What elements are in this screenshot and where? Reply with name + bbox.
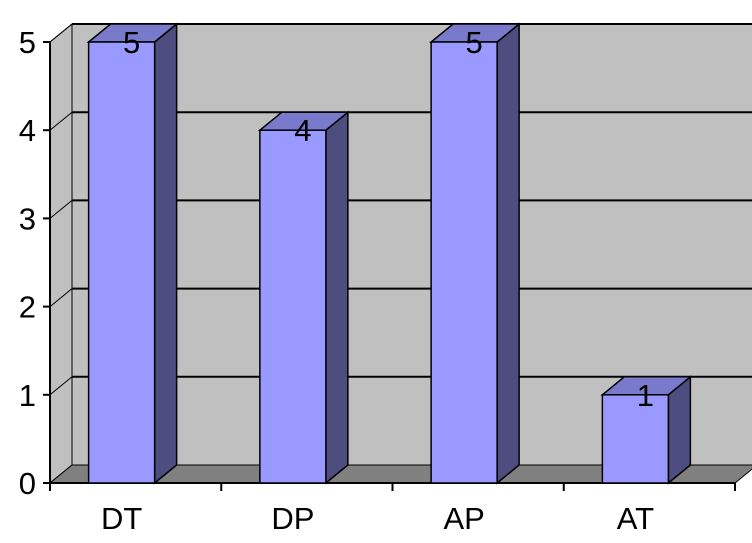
y-tick-label: 0 xyxy=(19,466,36,501)
bar xyxy=(430,41,498,484)
x-tick-label: DP xyxy=(271,501,314,536)
gridlines xyxy=(49,23,752,396)
gridline-side xyxy=(49,376,73,396)
gridline-side xyxy=(49,200,73,219)
y-tick-label: 3 xyxy=(19,201,36,236)
bar-ap xyxy=(429,22,522,485)
side-wall xyxy=(49,22,73,485)
bar-dt xyxy=(86,22,179,485)
bar xyxy=(601,394,670,484)
x-tick-label: DT xyxy=(101,501,142,536)
x-tick-label: AT xyxy=(617,501,654,536)
bars xyxy=(86,22,693,485)
gridline-side xyxy=(49,23,73,43)
bar-side xyxy=(325,110,349,485)
bar-at xyxy=(600,375,693,485)
data-label: 1 xyxy=(637,378,654,413)
bar xyxy=(87,41,156,484)
labels: 0 1 2 3 4 5 5 DT 4 DP 5 AP 1 AT xyxy=(19,25,654,536)
gridline-side xyxy=(49,111,73,131)
x-tick-label: AP xyxy=(443,501,484,536)
bar-dp xyxy=(257,110,350,485)
y-tick-label: 2 xyxy=(19,290,36,325)
bar-side xyxy=(153,22,178,485)
bar xyxy=(259,129,327,484)
data-label: 4 xyxy=(294,113,311,148)
plot-area xyxy=(48,22,752,485)
y-tick-label: 4 xyxy=(19,113,36,148)
gridline-side xyxy=(49,288,73,307)
data-label: 5 xyxy=(123,25,140,60)
y-tick-label: 1 xyxy=(19,378,36,413)
data-label: 5 xyxy=(466,25,483,60)
bar-side xyxy=(496,22,520,485)
y-tick-label: 5 xyxy=(19,25,36,60)
